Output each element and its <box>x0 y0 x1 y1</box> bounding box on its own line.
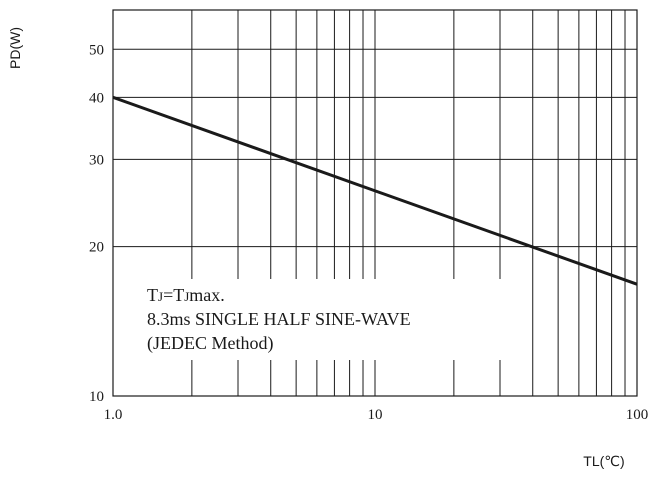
x-tick-label: 100 <box>626 407 649 423</box>
series-group <box>112 95 638 286</box>
y-axis-label: PD(W) <box>7 27 23 69</box>
plot-frame <box>112 9 638 397</box>
annotation-line-2: 8.3ms SINGLE HALF SINE-WAVE <box>147 309 411 329</box>
y-tick-label: 20 <box>89 240 104 256</box>
y-tick-label: 10 <box>89 389 104 405</box>
annotation-line-3: (JEDEC Method) <box>147 333 273 354</box>
annotation-background <box>143 279 526 360</box>
y-tick-label: 50 <box>89 42 104 58</box>
x-tick-label: 10 <box>368 407 383 423</box>
x-tick-label: 1.0 <box>104 407 123 423</box>
annotation-line-1: TJ=TJmax. <box>147 285 225 305</box>
series-line <box>112 95 638 286</box>
y-tick-labels: 10 20 30 40 50 <box>89 42 104 405</box>
grid <box>113 10 637 396</box>
y-tick-label: 30 <box>89 152 104 168</box>
annotation: TJ=TJmax. 8.3ms SINGLE HALF SINE-WAVE (J… <box>147 285 411 354</box>
x-tick-labels: 1.0 10 100 <box>104 407 649 423</box>
x-axis-label: TL(℃) <box>583 453 624 469</box>
y-tick-label: 40 <box>89 90 104 106</box>
